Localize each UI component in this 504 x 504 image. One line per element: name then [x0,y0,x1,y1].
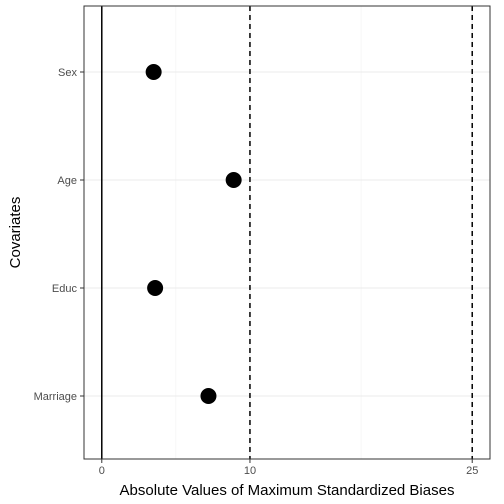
x-axis: 0 10 25 [99,459,478,477]
y-axis-title: Covariates [7,197,24,269]
data-point [225,172,242,188]
y-tick-label: Age [57,175,77,187]
data-points [145,64,242,404]
y-tick-label: Marriage [34,391,77,403]
y-tick-label: Educ [52,283,78,295]
x-tick-label: 25 [466,465,478,477]
x-tick-label: 0 [99,465,105,477]
y-tick-label: Sex [58,67,77,79]
panel-background [84,6,490,459]
x-tick-label: 10 [244,465,256,477]
data-point [200,388,217,404]
reference-lines [101,6,473,459]
data-point [147,280,164,296]
x-axis-title: Absolute Values of Maximum Standardized … [120,482,455,499]
data-point [145,64,162,80]
y-axis: Sex Age Educ Marriage [34,67,84,403]
panel-border [83,5,491,460]
